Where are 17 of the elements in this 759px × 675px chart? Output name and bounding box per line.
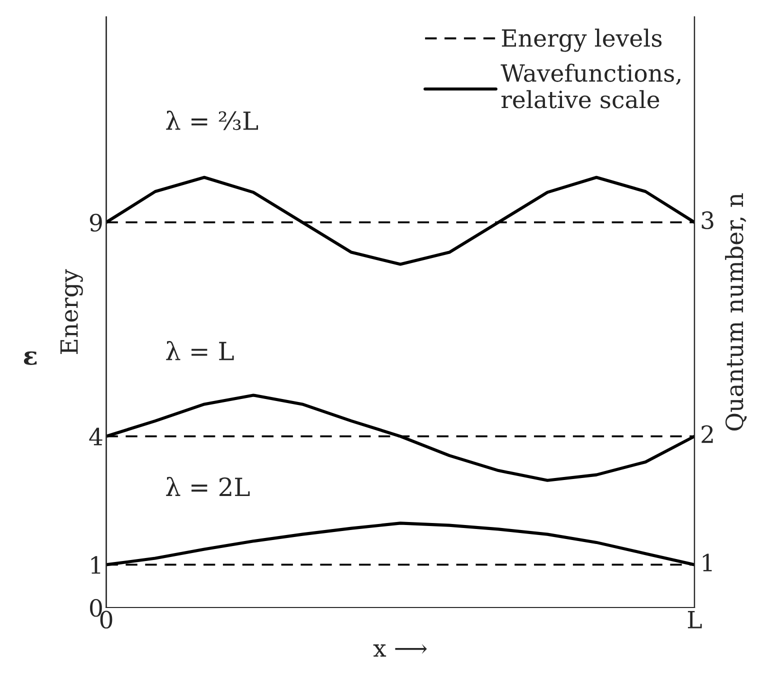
legend-label: Energy levels — [502, 28, 662, 52]
text: ε — [24, 351, 37, 365]
annotation: 2 — [702, 425, 713, 443]
y-tick-label: 4 — [89, 428, 102, 446]
y-tick-label: 0 — [90, 598, 102, 617]
annotation: 3 — [702, 211, 714, 230]
y-tick-label: 1 — [91, 556, 100, 574]
x-tick-label: L — [688, 611, 702, 628]
x-axis-title: x ⟶ — [373, 644, 427, 657]
y-axis-title: Energy — [60, 269, 83, 354]
annotation: λ = 2L — [166, 476, 250, 496]
legend-label: Wavefunctions, relative scale — [500, 64, 680, 108]
y-tick-label: 9 — [90, 214, 102, 232]
annotation: λ = ⅔L — [166, 110, 258, 130]
annotation: λ = L — [166, 341, 234, 360]
y2-axis-title: Quantum number, n — [725, 193, 747, 430]
annotation: 1 — [702, 554, 712, 572]
